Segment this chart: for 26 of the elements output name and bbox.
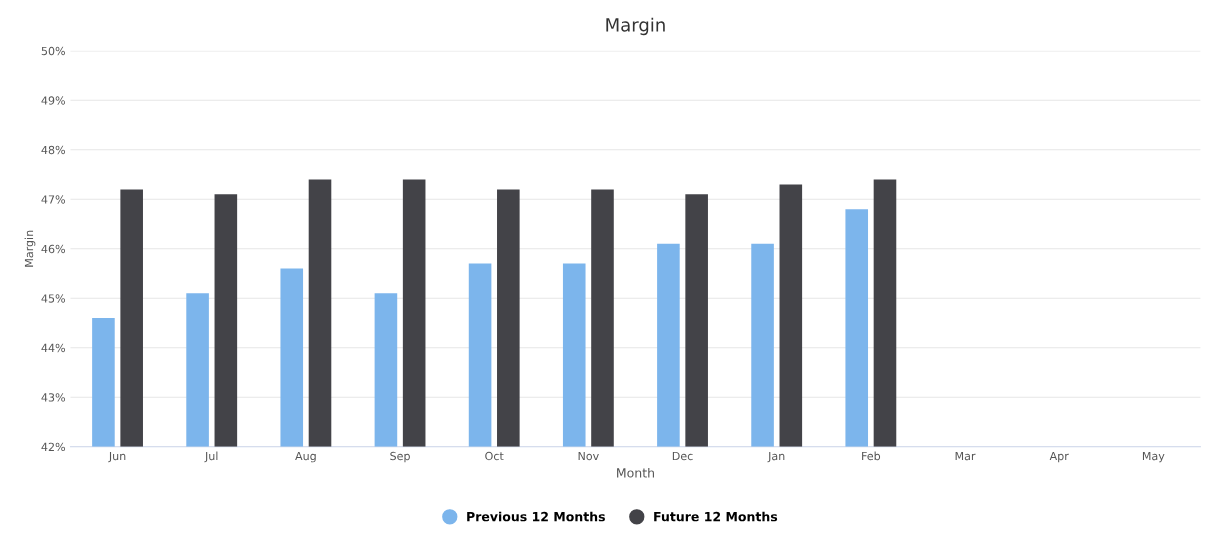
x-tick-label: Jun [108,451,126,463]
x-tick-label: Jan [767,451,785,463]
y-tick-label: 42% [41,442,65,452]
x-tick-label: Mar [955,451,976,461]
x-tick-label: Dec [672,451,693,461]
x-tick-label: Feb [862,451,881,461]
x-tick-label: Sep [390,451,410,463]
y-tick-label: 46% [41,244,65,254]
x-tick-label: Oct [485,451,504,461]
x-axis-title: Month [617,467,654,478]
y-axis-title: Margin [24,230,36,267]
x-tick-label: Aug [295,451,316,463]
y-tick-label: 45% [41,294,65,303]
legend-label: Future 12 Months [654,511,778,522]
y-tick-label: 49% [41,96,65,105]
x-tick-label: Jul [204,451,218,463]
legend-label: Previous 12 Months [467,511,605,522]
x-tick-label: Nov [578,451,599,461]
y-tick-label: 47% [41,195,65,204]
x-tick-label: Apr [1049,451,1069,463]
y-tick-label: 48% [41,145,65,155]
y-tick-label: 44% [41,343,65,353]
y-tick-label: 50% [41,46,65,56]
x-tick-label: May [1142,451,1165,463]
y-tick-label: 43% [41,393,65,402]
chart-title: Margin [606,17,665,36]
